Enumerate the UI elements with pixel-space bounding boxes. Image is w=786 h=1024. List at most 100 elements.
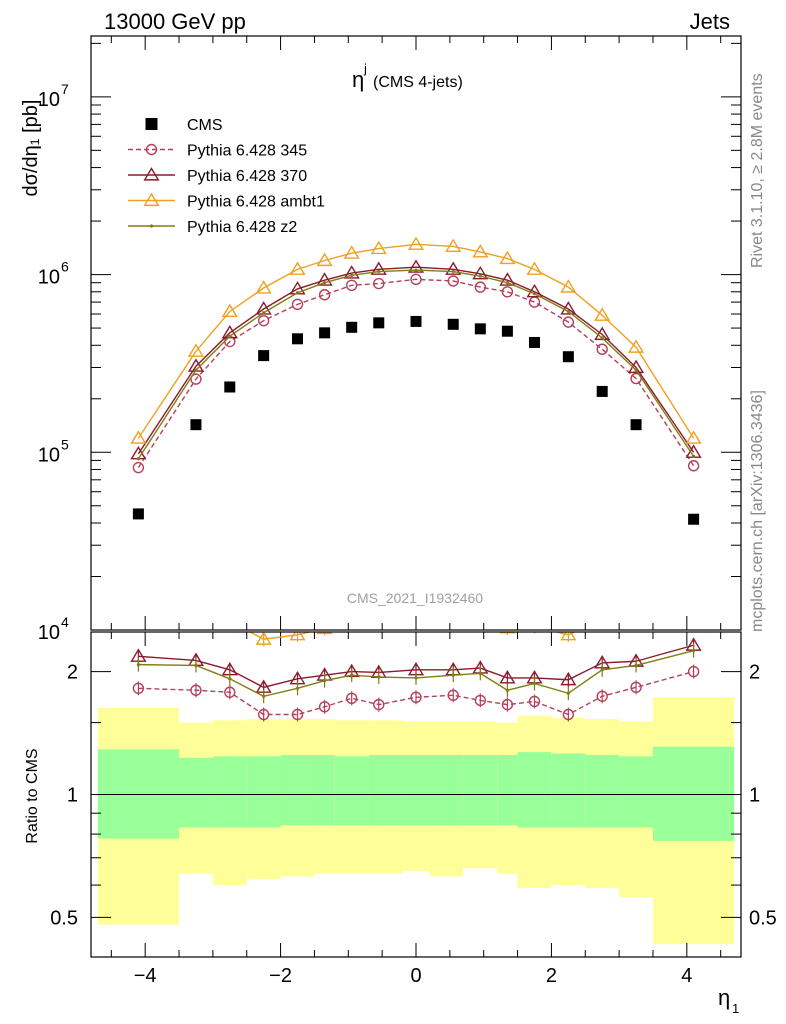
series-4-ratio-point <box>350 673 354 677</box>
ratio-axis-title: Ratio to CMS <box>24 748 41 843</box>
header-right: Jets <box>690 9 730 34</box>
series-1-point <box>562 316 575 328</box>
series-3-point <box>685 430 702 444</box>
y-tick-label-exponent: 5 <box>61 436 69 452</box>
series-1-ratio-point <box>132 682 145 694</box>
y-tick-label-base: 10 <box>38 89 60 111</box>
ratio-tick-label-right: 2 <box>749 662 760 684</box>
series-0-point <box>346 321 358 333</box>
series-3-ratio-point <box>223 614 237 625</box>
series-0-point <box>528 336 540 348</box>
series-4-ratio-point <box>505 688 510 692</box>
stat-uncertainty-band <box>517 752 552 828</box>
series-4-point <box>414 268 418 272</box>
series-4-point <box>600 336 604 340</box>
series-4-point <box>136 457 140 461</box>
series-1-point <box>596 343 608 355</box>
series-4-ratio-point <box>262 694 266 698</box>
series-3-point <box>445 238 462 253</box>
series-0-point <box>596 385 608 397</box>
header-left: 13000 GeV pp <box>104 9 246 34</box>
stat-uncertainty-band <box>179 757 213 828</box>
stat-uncertainty-band <box>97 749 180 839</box>
series-1-point <box>528 296 541 308</box>
series-2-point <box>370 261 387 275</box>
series-4-point <box>478 274 482 278</box>
ratio-tick-label-left: 2 <box>67 662 78 684</box>
y-tick-label-exponent: 7 <box>61 81 69 97</box>
series-1-point <box>132 461 145 474</box>
series-1-ratio-point <box>562 708 575 721</box>
series-3-point <box>499 250 516 265</box>
ratio-tick-label-left: 1 <box>67 785 78 807</box>
series-2-ratio-point <box>560 671 577 686</box>
series-4-point <box>262 311 266 315</box>
plot-title-main: η <box>352 67 364 92</box>
series-4-point <box>634 368 638 372</box>
plot-title-suffix: (CMS 4-jets) <box>373 74 463 91</box>
series-4-point <box>194 368 198 372</box>
y-tick-label-base: 10 <box>38 444 60 466</box>
series-2-point <box>407 259 425 273</box>
series-4-ratio-point <box>566 691 570 695</box>
series-3-point <box>255 280 272 294</box>
x-axis-title-main: η <box>718 985 730 1010</box>
series-1-point <box>474 281 487 293</box>
stat-uncertainty-band <box>551 753 586 828</box>
legend-marker <box>143 167 160 181</box>
series-4-ratio-point <box>377 675 381 679</box>
series-0-point <box>132 508 144 520</box>
series-2-point <box>526 283 543 298</box>
series-1-ratio-point <box>190 684 202 696</box>
series-1-point <box>447 275 459 287</box>
series-2-point <box>499 272 516 286</box>
x-axis-title-sub: 1 <box>732 1001 739 1016</box>
series-0-point <box>258 350 270 362</box>
series-3-point <box>526 261 543 275</box>
main-panel-frame <box>90 35 742 631</box>
series-3-ratio-point <box>446 609 460 620</box>
series-1-point <box>373 277 385 290</box>
source-label: mcplots.cern.ch [arXiv:1306.3436] <box>749 390 766 632</box>
series-2-point <box>560 301 577 315</box>
legend-label: CMS <box>187 117 223 134</box>
series-0-point <box>630 419 642 431</box>
series-3-ratio-point <box>499 632 516 634</box>
legend-marker <box>143 192 160 207</box>
ratio-tick-label-right: 1 <box>749 785 760 807</box>
series-3-point <box>187 343 205 357</box>
series-4-ratio-point <box>322 679 327 683</box>
series-4-ratio-point <box>194 663 198 668</box>
series-1-ratio-point <box>447 689 459 701</box>
stat-uncertainty-band <box>429 754 464 826</box>
series-3-ratio-point <box>289 632 306 641</box>
series-3-ratio-point <box>372 617 386 628</box>
series-3-point <box>221 303 238 318</box>
y-axis-title: dσ/dη₁ [pb] <box>20 100 42 197</box>
series-3-point <box>289 261 306 275</box>
analysis-watermark: CMS_2021_I1932460 <box>347 590 483 606</box>
stat-uncertainty-band <box>314 754 335 826</box>
series-4-point <box>228 334 232 338</box>
series-4-ratio-point <box>532 681 537 686</box>
y-tick-label-exponent: 6 <box>61 259 69 275</box>
stat-uncertainty-band <box>402 754 430 826</box>
y-tick-label-exponent: 4 <box>61 614 69 630</box>
series-4-point <box>350 273 354 277</box>
series-4-ratio-point <box>478 671 482 675</box>
series-1-ratio-point <box>501 698 514 711</box>
legend: CMS Pythia 6.428 345 Pythia 6.428 370 Pythi… <box>128 117 325 236</box>
legend-marker <box>145 143 158 156</box>
series-1-ratio-point <box>318 701 331 713</box>
series-3-point <box>407 236 425 250</box>
series-2-main-line <box>137 266 695 455</box>
legend-label: Pythia 6.428 z2 <box>187 219 297 236</box>
series-3-point <box>594 307 611 321</box>
series-3-point <box>370 240 387 255</box>
series-4-ratio-point <box>228 677 232 681</box>
x-tick-label: −2 <box>269 965 292 987</box>
series-3-point <box>560 279 577 293</box>
series-3-ratio-point <box>189 619 203 630</box>
stat-uncertainty-band <box>212 756 247 828</box>
